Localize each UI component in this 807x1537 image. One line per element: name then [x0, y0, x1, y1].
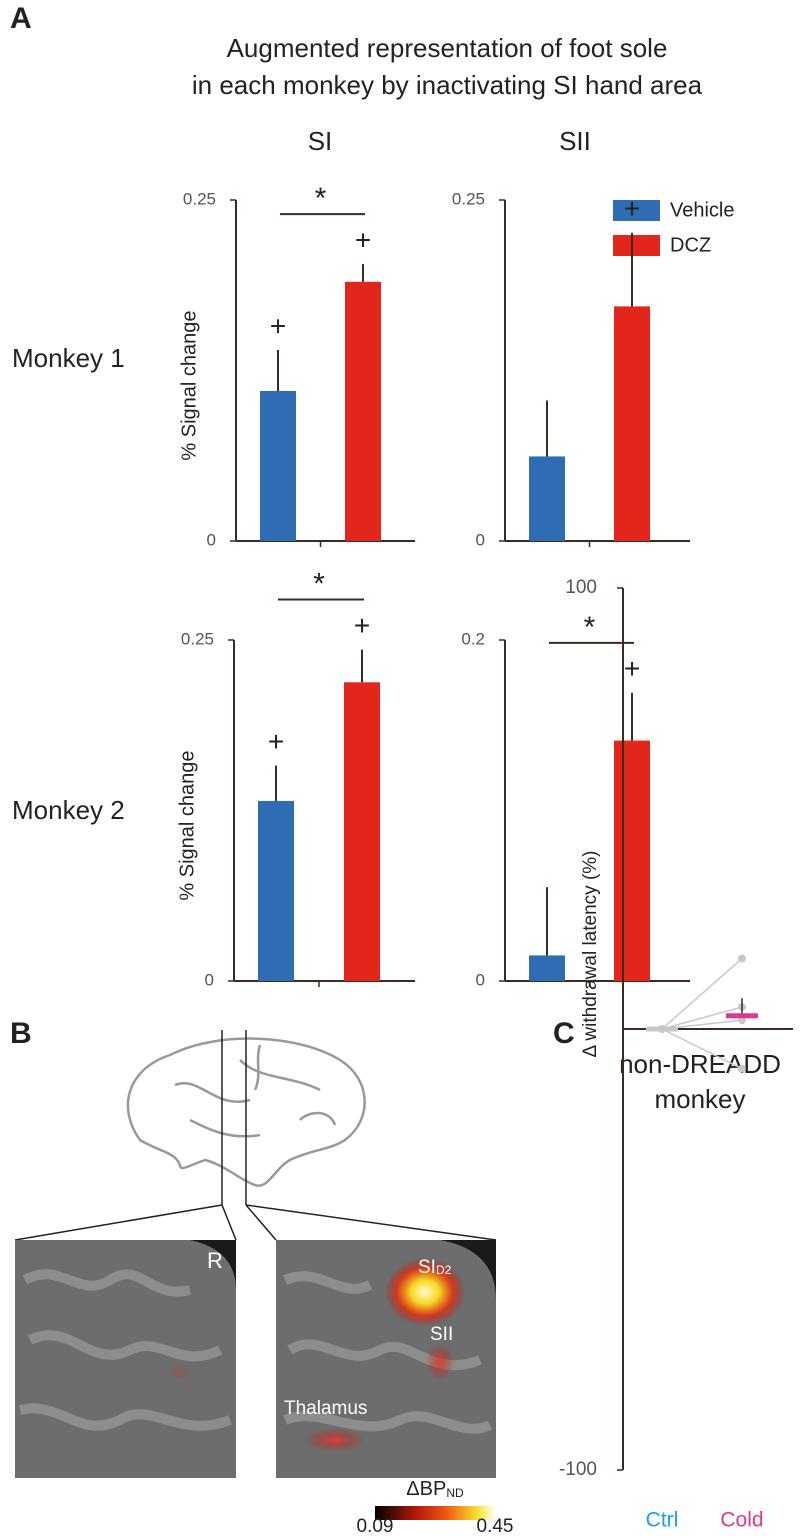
significance-plus: +	[624, 193, 640, 224]
bar	[344, 682, 380, 981]
bar	[614, 306, 650, 541]
bar	[529, 955, 565, 981]
colorbar-label: ΔBPND	[406, 1478, 464, 1500]
bar	[529, 456, 565, 541]
significance-star: *	[313, 567, 325, 600]
significance-plus: +	[354, 610, 370, 641]
column-label: SII	[559, 126, 591, 156]
panel-label: B	[10, 1017, 32, 1050]
y-tick-label: 0.25	[452, 189, 485, 208]
panel-label: A	[10, 2, 32, 35]
y-axis-label: % Signal change	[176, 750, 198, 900]
row-label: Monkey 2	[12, 795, 125, 825]
colorbar-tick-label: 0.45	[477, 1516, 514, 1537]
row-label: Monkey 1	[12, 343, 125, 373]
colorbar-name: ΔBP	[406, 1478, 446, 1500]
significance-plus: +	[270, 310, 286, 341]
figure: A B C Augmented representation of foot s…	[0, 0, 807, 1537]
x-tick-label: Ctrl	[646, 1509, 679, 1532]
significance-star: *	[584, 611, 596, 644]
bar	[345, 282, 381, 541]
region-label: SII	[430, 1324, 453, 1345]
y-tick-label: 0	[476, 970, 485, 989]
y-axis-label: % Signal change	[178, 310, 200, 460]
significance-plus: +	[268, 726, 284, 757]
y-tick-label: 0	[207, 530, 216, 549]
y-tick-label: 0.25	[181, 629, 214, 648]
y-axis-label: Δ withdrawal latency (%)	[580, 851, 601, 1058]
region-label: Thalamus	[284, 1398, 367, 1419]
significance-star: *	[315, 182, 327, 215]
y-tick-label: -100	[559, 1459, 597, 1480]
chart-title: monkey	[654, 1084, 745, 1114]
title-line: Augmented representation of foot sole	[227, 33, 668, 63]
legend-label: DCZ	[670, 234, 711, 256]
significance-plus: +	[624, 653, 640, 684]
legend-label: Vehicle	[670, 199, 735, 221]
hemisphere-label: R	[207, 1248, 223, 1273]
bar	[614, 741, 650, 981]
subject-point	[738, 1065, 746, 1073]
y-tick-label: 0	[476, 530, 485, 549]
chart-title: non-DREADD	[619, 1049, 781, 1079]
y-tick-label: 0	[205, 970, 214, 989]
column-label: SI	[308, 126, 333, 156]
significance-plus: +	[355, 224, 371, 255]
y-tick-label: 100	[565, 577, 597, 598]
panel-label: C	[553, 1017, 575, 1050]
region-sub: D2	[436, 1263, 452, 1277]
x-tick-label: Cold	[720, 1509, 763, 1532]
title-line: in each monkey by inactivating SI hand a…	[192, 70, 703, 100]
legend-swatch	[613, 235, 660, 256]
y-tick-label: 0.2	[461, 629, 485, 648]
subject-point	[738, 954, 746, 962]
y-tick-label: 0.25	[183, 189, 216, 208]
region-name: SI	[418, 1257, 436, 1278]
colorbar-tick-label: 0.09	[357, 1516, 394, 1537]
bar	[260, 391, 296, 541]
bar	[258, 801, 294, 981]
colorbar-sub: ND	[446, 1486, 464, 1500]
